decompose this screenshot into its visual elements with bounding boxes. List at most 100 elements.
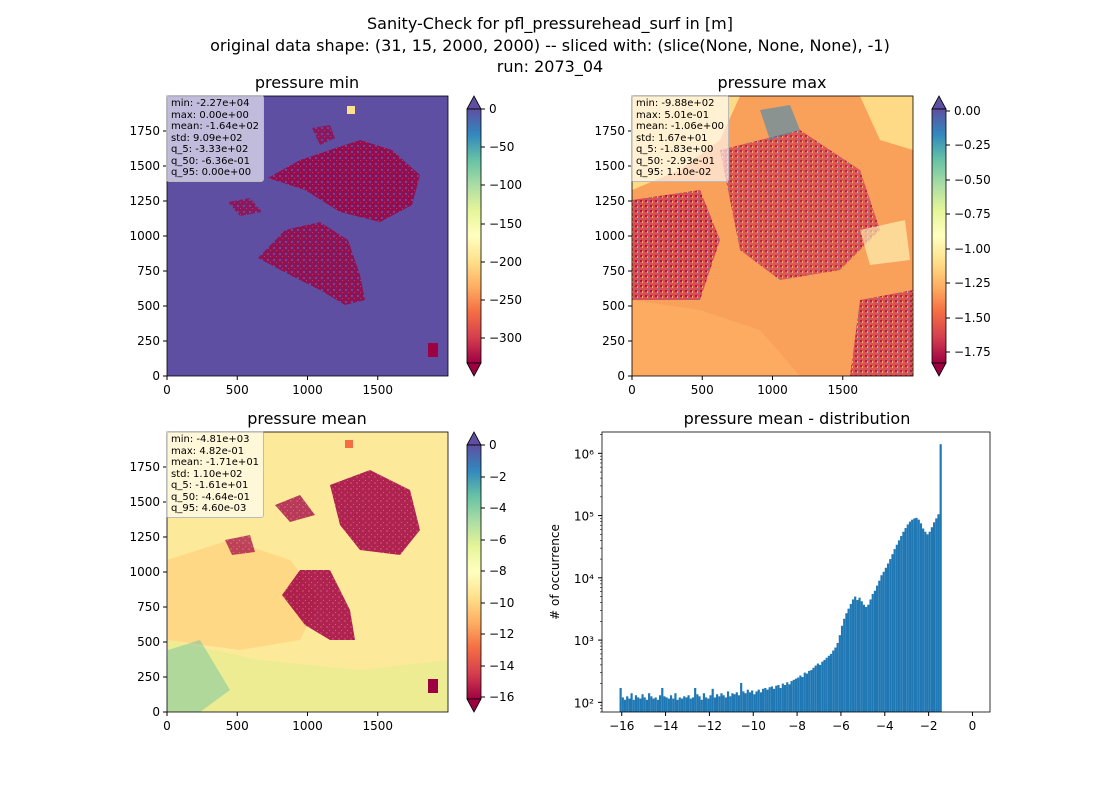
hist-y-tick-label: 10³ [574, 634, 594, 648]
stat-line: q_5: -1.83e+00 [636, 144, 714, 155]
histogram-bar [676, 699, 679, 712]
histogram-bar [687, 695, 690, 712]
stat-line: min: -2.27e+04 [171, 98, 250, 109]
histogram-bar [814, 665, 817, 712]
panel-title-min: pressure min [255, 73, 359, 92]
colorbar-tick: −0.50 [954, 173, 991, 187]
histogram-bar [698, 696, 701, 712]
histogram-bar [658, 695, 662, 712]
stat-line: max: 0.00e+00 [171, 109, 249, 121]
colorbar-tick: −8 [489, 564, 507, 578]
colorbar-tick: −1.50 [954, 311, 991, 325]
y-tick-label: 250 [137, 334, 160, 348]
y-tick-label: 250 [137, 670, 160, 684]
histogram-bar [707, 698, 710, 712]
histogram-bar [619, 688, 622, 712]
histogram-bar [766, 689, 769, 712]
x-tick-label: 500 [226, 383, 249, 397]
histogram-bar [904, 528, 907, 712]
histogram-bar [726, 691, 730, 712]
y-tick-label: 1000 [129, 565, 160, 579]
histogram-bar [803, 672, 806, 712]
histogram-bar [889, 559, 892, 712]
histogram-bar [865, 607, 868, 712]
histogram-bar [768, 687, 771, 712]
histogram-bar [746, 689, 749, 712]
histogram-bar [783, 685, 787, 712]
histogram-bar [740, 682, 743, 712]
hist-x-ticks: −16 −14 −12 −10 −8 −6 −4 −2 0 [609, 712, 976, 733]
hist-x-tick-label: −4 [876, 719, 894, 733]
stat-line: min: -4.81e+03 [171, 434, 250, 445]
panel-pressure-mean: pressure mean 0 500 1000 1500 [129, 409, 514, 733]
histogram-bar [799, 675, 802, 712]
hist-ylabel: # of occurrence [548, 524, 562, 620]
histogram-bar [643, 697, 646, 712]
stat-line: mean: -1.06e+00 [636, 121, 725, 132]
histogram-bar [630, 693, 633, 712]
histogram-bar [645, 699, 649, 712]
histogram-bar [808, 670, 811, 712]
histogram-bar [924, 531, 927, 712]
stat-line: max: 5.01e-01 [636, 109, 710, 121]
histogram-bar [827, 655, 830, 712]
colorbar-tick: −1.75 [954, 345, 991, 359]
histogram-bar [819, 664, 822, 712]
histogram-bar [911, 519, 914, 712]
colorbar-tick: −300 [489, 331, 522, 345]
histogram-bar [639, 698, 642, 712]
colorbar-tick: −4 [489, 501, 507, 515]
histogram-bar [816, 663, 820, 712]
histogram-bar [812, 667, 815, 712]
histogram-bar [856, 600, 859, 712]
histogram-bar [691, 697, 695, 712]
colorbar-tick: 0 [489, 438, 497, 452]
y-tick-label: 1750 [129, 460, 160, 474]
histogram-bar [637, 697, 640, 712]
histogram-bar [694, 688, 697, 712]
colorbar-tick: −10 [489, 596, 514, 610]
histogram-bar [665, 697, 668, 712]
hist-title: pressure mean - distribution [684, 409, 911, 428]
histogram-bar [891, 554, 894, 712]
histogram-bar [733, 694, 736, 712]
colorbar-tick: −0.25 [954, 138, 991, 152]
histogram-bar [715, 694, 719, 712]
stat-line: q_50: -2.93e-01 [636, 155, 715, 167]
histogram-bar [737, 695, 741, 712]
histogram-bar [720, 693, 723, 712]
colorbar-tick: −150 [489, 217, 522, 231]
stat-line: std: 1.67e+01 [636, 132, 708, 144]
histogram-bar [790, 681, 793, 712]
histogram-bar [792, 679, 795, 712]
colorbar-tick: −16 [489, 690, 514, 704]
colorbar-max: 0.00 −0.25 −0.50 −0.75 −1.00 −1.25 −1.50… [931, 95, 991, 377]
histogram-bar [626, 696, 629, 712]
y-tick-label: 1000 [129, 229, 160, 243]
y-tick-label: 1500 [129, 159, 160, 173]
histogram-bar [777, 685, 780, 712]
histogram-bar [650, 696, 653, 712]
histogram-bar [632, 699, 635, 712]
stats-box-max: min: -9.88e+02 max: 5.01e-01 mean: -1.06… [631, 95, 730, 182]
histogram-bar [654, 697, 657, 712]
stat-line: min: -9.88e+02 [636, 98, 715, 109]
histogram-bar [825, 657, 828, 712]
y-ticks-min: 0 250 500 750 1000 1250 1500 1750 [129, 124, 167, 383]
histogram-bar [729, 696, 732, 712]
histogram-bar [917, 519, 920, 712]
y-tick-label: 1250 [129, 194, 160, 208]
stat-line: mean: -1.71e+01 [171, 457, 260, 468]
histogram-bar [742, 691, 745, 712]
stat-line: std: 1.10e+02 [171, 468, 243, 480]
histogram-bar [862, 604, 866, 712]
y-tick-label: 0 [152, 369, 160, 383]
histogram-bar [775, 685, 778, 712]
histogram-bar [801, 677, 804, 712]
histogram-bar [810, 670, 813, 712]
x-tick-label: 0 [163, 719, 171, 733]
histogram-bar [711, 688, 714, 712]
histogram-bar [838, 635, 841, 712]
histogram-bar [755, 691, 758, 712]
histogram-bar [724, 697, 727, 712]
